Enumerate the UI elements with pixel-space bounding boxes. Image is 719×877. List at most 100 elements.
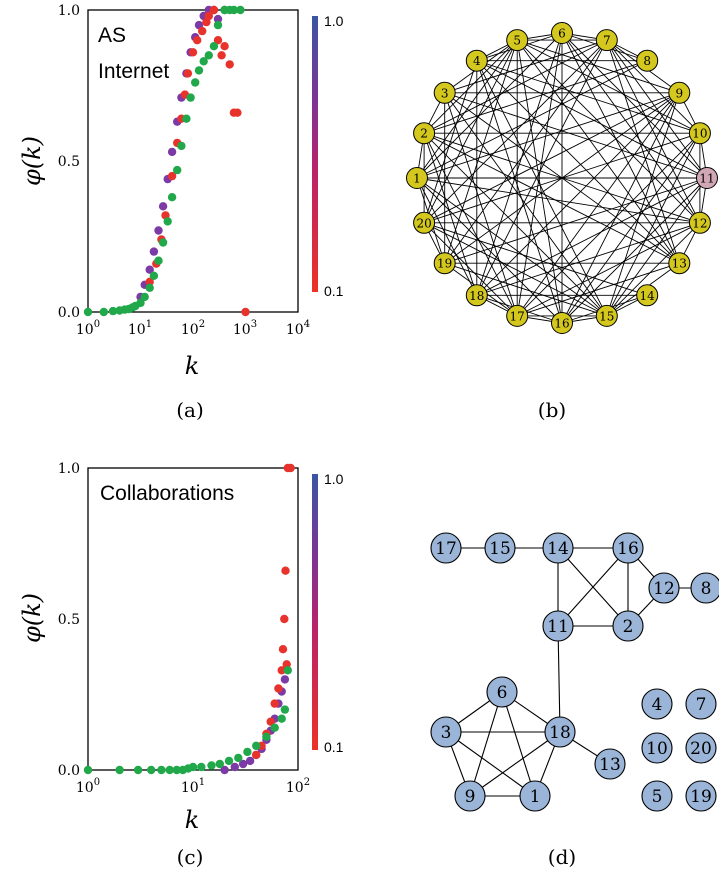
node-b-10 <box>688 122 711 145</box>
ytick-c-0: 0.0 <box>58 763 80 779</box>
node-b-16 <box>551 312 573 334</box>
point-c-s0-3 <box>147 765 156 775</box>
node-b-2 <box>413 122 436 145</box>
edge-b-23 <box>444 39 607 94</box>
edge-b-66 <box>423 39 608 224</box>
edge-b-33 <box>476 60 701 134</box>
edge-b-62 <box>606 39 701 224</box>
node-d-label-7: 7 <box>696 695 707 715</box>
point-a-s0-20 <box>191 78 200 87</box>
edge-b-42 <box>517 39 680 94</box>
edge-b-7 <box>416 177 608 317</box>
edge-b-82 <box>561 177 708 324</box>
point-a-s0-16 <box>173 165 182 175</box>
scatter-marks-c <box>83 463 295 775</box>
point-a-s0-0 <box>83 307 93 317</box>
panel-label-d: (d) <box>548 845 576 869</box>
edge-b-68 <box>606 92 680 317</box>
ylabel-c: φ(k) <box>18 593 46 643</box>
edge-b-78 <box>516 132 701 317</box>
panel-label-b: (b) <box>538 398 566 422</box>
node-b-3 <box>433 81 456 104</box>
edge-b-79 <box>423 132 701 224</box>
annotation-collaborations: Collaborations <box>100 482 234 505</box>
node-b-label-1: 1 <box>413 172 421 186</box>
edge-b-83 <box>476 177 708 296</box>
node-d-9 <box>454 780 486 812</box>
point-c-s0-18 <box>270 723 279 732</box>
point-c-s2-9 <box>281 566 290 575</box>
node-b-9 <box>668 81 691 104</box>
node-d-19 <box>685 780 717 812</box>
node-b-label-7: 7 <box>603 34 611 48</box>
edge-d-3-1 <box>445 731 536 797</box>
point-a-s0-17 <box>177 141 186 151</box>
point-a-s0-8 <box>136 298 145 308</box>
edge-b-100 <box>423 222 608 317</box>
node-d-label-3: 3 <box>441 723 452 743</box>
ytick-a-0: 0.0 <box>58 305 80 321</box>
point-a-s2-15 <box>213 36 223 45</box>
node-d-15 <box>484 532 516 564</box>
panel-c: Collaborations 0.0 0.5 1.0 100 101 102 k… <box>18 461 344 869</box>
panel-a: AS Internet 0.0 0.5 1.0 100 101 102 103 … <box>18 3 344 422</box>
ytick-c-2: 1.0 <box>58 461 80 477</box>
node-b-label-3: 3 <box>441 86 449 100</box>
point-a-s0-21 <box>194 66 204 75</box>
point-c-s0-14 <box>234 753 243 763</box>
node-b-label-6: 6 <box>558 27 566 41</box>
point-c-s2-6 <box>277 666 286 675</box>
point-a-s0-25 <box>213 20 223 30</box>
point-a-s1-2 <box>145 265 154 274</box>
point-a-s0-9 <box>140 292 149 302</box>
edge-b-39 <box>423 60 478 223</box>
point-a-s0-18 <box>182 114 191 123</box>
edge-b-71 <box>476 92 680 296</box>
node-d-label-9: 9 <box>465 787 476 807</box>
edge-b-17 <box>423 132 680 264</box>
node-b-label-8: 8 <box>643 54 651 68</box>
ylabel-a: φ(k) <box>18 136 46 186</box>
node-d-17 <box>430 532 462 564</box>
edge-d-6-1 <box>501 691 536 797</box>
edge-d-11-18 <box>557 625 561 733</box>
xtick-a-2: 102 <box>181 319 205 338</box>
edge-b-86 <box>606 222 701 317</box>
point-c-s0-11 <box>207 761 216 770</box>
node-b-label-13: 13 <box>672 257 687 271</box>
node-b-label-9: 9 <box>675 86 683 100</box>
xtick-a-0: 100 <box>76 319 100 338</box>
xtick-c-0: 100 <box>76 777 100 796</box>
point-a-s0-12 <box>154 256 163 265</box>
node-d-label-16: 16 <box>617 539 639 559</box>
colorbar-c-min: 0.1 <box>324 739 344 755</box>
x-ticks-c: 100 101 102 <box>76 777 310 796</box>
colorbar-a-max: 1.0 <box>324 13 344 29</box>
point-c-s0-12 <box>215 759 224 769</box>
node-d-12 <box>648 572 680 604</box>
node-b-label-20: 20 <box>416 216 431 230</box>
point-a-s1-4 <box>154 226 163 235</box>
edge-b-84 <box>444 177 708 264</box>
node-b-label-4: 4 <box>473 54 481 68</box>
edge-b-105 <box>423 222 518 317</box>
node-d-label-13: 13 <box>599 755 621 775</box>
point-c-s2-8 <box>280 614 289 624</box>
edge-b-77 <box>561 132 701 324</box>
xtick-a-3: 103 <box>233 319 257 338</box>
y-ticks-a: 0.0 0.5 1.0 <box>58 3 80 321</box>
edge-b-9 <box>416 177 478 296</box>
edge-b-2 <box>416 32 563 179</box>
node-b-15 <box>595 304 618 327</box>
node-d-3 <box>430 716 462 748</box>
xlabel-c: k <box>185 806 200 834</box>
node-d-13 <box>594 748 626 780</box>
edge-b-14 <box>423 60 648 134</box>
node-d-8 <box>690 572 719 604</box>
point-c-s0-6 <box>172 765 181 775</box>
point-a-s1-3 <box>149 247 159 256</box>
node-d-14 <box>542 532 574 564</box>
